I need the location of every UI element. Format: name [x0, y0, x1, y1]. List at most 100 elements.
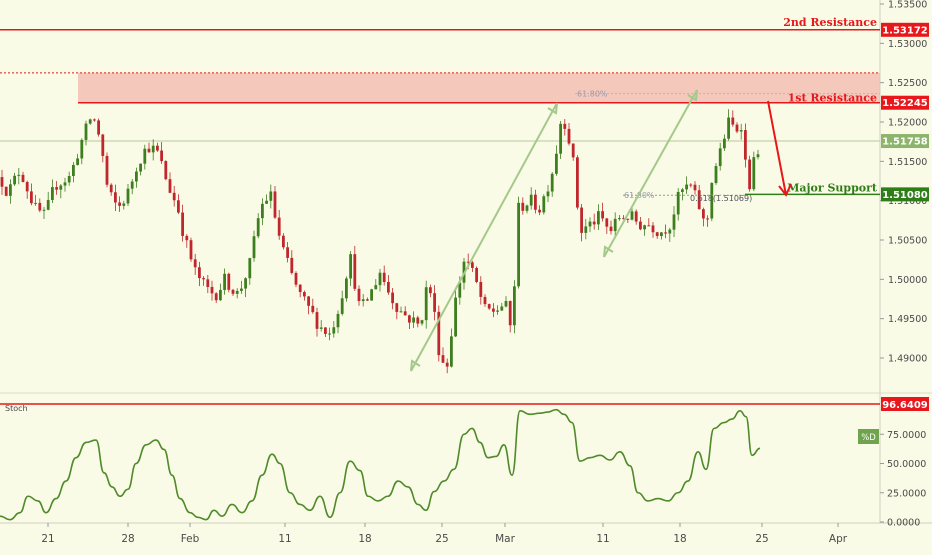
candle-body [525, 205, 529, 211]
price-axis-panel [880, 0, 932, 550]
candle-body [433, 293, 436, 312]
candle-body [731, 117, 735, 125]
candle-body [0, 177, 4, 187]
candle-body [576, 157, 579, 208]
price-tick-label: 1.52000 [888, 118, 927, 129]
price-tag-r1-text: 1.52245 [882, 98, 928, 109]
candle-body [664, 232, 667, 234]
price-candles [0, 109, 760, 374]
candle-body [151, 145, 155, 153]
trend-arrow-head-2b [687, 89, 698, 102]
fib-lower-value-label: 0.618(1.51069) [690, 194, 752, 203]
time-tick-label: 25 [755, 533, 768, 545]
candle-body [235, 290, 239, 294]
candle-body [752, 157, 756, 190]
candle-body [513, 286, 516, 326]
candle-body [51, 187, 54, 200]
candle-body [685, 184, 688, 190]
price-tick-label: 1.49000 [888, 354, 927, 365]
candle-body [244, 278, 247, 289]
candle-body [328, 333, 331, 335]
candle-body [269, 191, 273, 201]
candle-body [748, 159, 751, 190]
stoch-legend-tag: %D [861, 433, 876, 443]
candle-body [256, 218, 260, 237]
candle-body [697, 190, 701, 210]
candle-body [374, 285, 378, 290]
candle-body [651, 225, 655, 233]
candle-body [387, 282, 390, 293]
candle-body [143, 148, 147, 164]
time-tick-label: 25 [435, 533, 448, 545]
time-tick-label: 11 [596, 533, 609, 545]
candle-body [630, 211, 634, 220]
candle-body [206, 279, 210, 287]
candle-body [466, 261, 470, 263]
candle-body [567, 128, 571, 144]
candle-body [160, 150, 163, 162]
candle-body [408, 315, 411, 323]
candle-body [450, 336, 453, 367]
candle-body [588, 221, 592, 227]
candle-body [563, 123, 567, 129]
candle-body [55, 187, 58, 190]
candle-body [118, 202, 121, 206]
candle-body [689, 184, 693, 186]
candle-body [672, 214, 676, 230]
candle-body [139, 163, 142, 172]
candle-body [382, 272, 386, 283]
price-tag-r2-text: 1.53172 [882, 25, 928, 36]
candle-body [72, 164, 75, 177]
price-tick-label: 1.50000 [888, 275, 927, 286]
candle-body [273, 191, 277, 218]
candle-body [756, 154, 760, 158]
candle-body [647, 225, 651, 227]
candle-body [185, 235, 189, 241]
trend-arrow-line-1 [410, 102, 558, 372]
candle-body [559, 123, 562, 154]
candle-body [135, 171, 138, 182]
trend-arrows [410, 89, 698, 372]
candle-body [282, 235, 285, 248]
candle-body [38, 202, 42, 211]
candle-body [504, 301, 508, 307]
candle-body [17, 174, 21, 176]
candle-body [25, 182, 29, 192]
candle-body [319, 327, 323, 329]
candle-body [181, 212, 184, 236]
stoch-tick-label: 50.0000 [887, 459, 926, 470]
fib-lower-label: 61.80% [624, 191, 655, 200]
candle-body [231, 289, 235, 294]
candle-body [101, 134, 105, 156]
candle-body [4, 186, 8, 196]
candle-body [109, 184, 113, 193]
candle-body [441, 355, 445, 363]
candle-body [303, 292, 306, 297]
candle-body [189, 240, 193, 260]
candle-body [605, 218, 609, 227]
candle-body [168, 179, 172, 193]
candle-body [412, 317, 415, 323]
price-tag-r2-bg [881, 22, 929, 37]
major-support-label: Major Support [787, 181, 878, 194]
candle-body [668, 229, 672, 234]
candle-body [223, 273, 226, 290]
candle-body [248, 258, 252, 279]
candle-body [30, 191, 33, 204]
time-tick-label: 11 [278, 533, 291, 545]
candle-body [336, 313, 340, 328]
price-tick-label: 1.51000 [888, 196, 927, 207]
time-tick-label: Feb [181, 533, 200, 545]
candle-body [105, 155, 109, 185]
time-tick-label: 28 [121, 533, 134, 545]
trend-arrow-head-1b [547, 102, 558, 115]
candle-body [555, 153, 558, 174]
time-tick-label: 21 [41, 533, 54, 545]
second-resistance-label: 2nd Resistance [783, 16, 877, 29]
candle-body [676, 191, 680, 215]
candle-body [227, 273, 231, 290]
trend-arrow-head-1a [410, 359, 421, 372]
candle-body [592, 221, 596, 225]
candle-body [164, 161, 168, 180]
